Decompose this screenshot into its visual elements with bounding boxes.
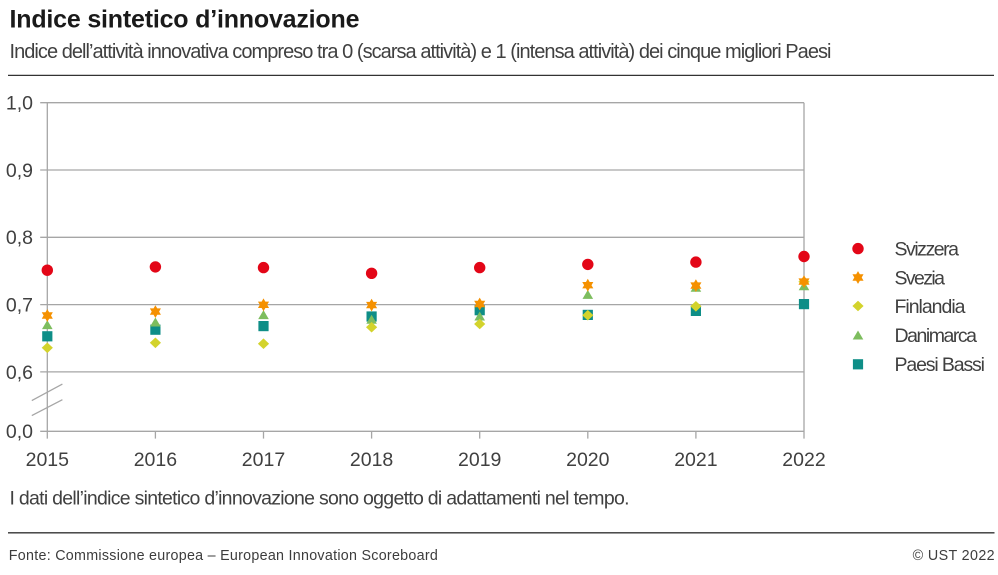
svg-text:2015: 2015 — [26, 449, 70, 471]
svg-text:Paesi Bassi: Paesi Bassi — [895, 354, 986, 376]
svg-text:2017: 2017 — [242, 449, 285, 471]
svg-text:Finlandia: Finlandia — [895, 296, 966, 318]
svg-text:Fonte: Commissione europea – E: Fonte: Commissione europea – European In… — [9, 548, 438, 564]
svg-text:0,7: 0,7 — [6, 295, 33, 317]
svg-text:2021: 2021 — [674, 449, 717, 471]
svg-text:© UST 2022: © UST 2022 — [913, 548, 995, 564]
svg-text:2020: 2020 — [566, 449, 610, 471]
svg-text:Svezia: Svezia — [895, 267, 946, 289]
svg-text:2016: 2016 — [134, 449, 177, 471]
svg-text:2022: 2022 — [782, 449, 825, 471]
svg-text:Danimarca: Danimarca — [895, 325, 978, 347]
svg-text:0,6: 0,6 — [6, 362, 33, 384]
svg-text:2018: 2018 — [350, 449, 393, 471]
svg-text:0,8: 0,8 — [6, 227, 33, 249]
svg-text:0,9: 0,9 — [6, 160, 33, 182]
svg-text:2019: 2019 — [458, 449, 501, 471]
svg-text:Indice dell’attività innovativ: Indice dell’attività innovativa compreso… — [10, 41, 832, 63]
svg-text:I dati dell’indice sintetico d: I dati dell’indice sintetico d’innovazio… — [10, 488, 630, 510]
svg-text:Indice sintetico d’innovazione: Indice sintetico d’innovazione — [10, 6, 360, 34]
svg-text:1,0: 1,0 — [6, 93, 33, 115]
svg-text:Svizzera: Svizzera — [895, 239, 960, 261]
svg-text:0,0: 0,0 — [6, 421, 33, 443]
